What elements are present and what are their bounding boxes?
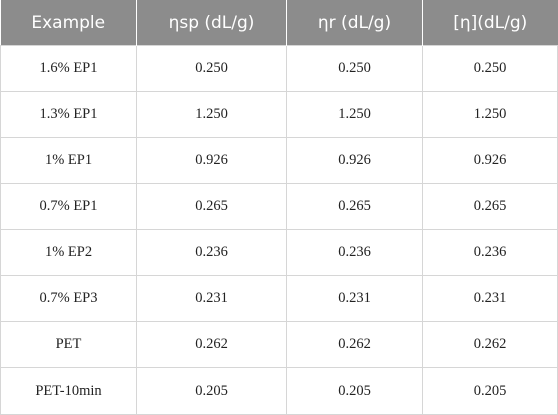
intrinsic-viscosity-cell: 0.236 — [422, 229, 558, 276]
intrinsic-viscosity-cell: 0.265 — [422, 183, 558, 230]
intrinsic-viscosity-cell: 0.231 — [422, 275, 558, 322]
table-row: PET-10min 0.205 0.205 0.205 — [0, 367, 558, 415]
example-cell: 1.6% EP1 — [0, 45, 137, 92]
intrinsic-viscosity-cell: 0.262 — [422, 321, 558, 368]
eta-r-cell: 1.250 — [286, 91, 423, 138]
intrinsic-viscosity-cell: 0.926 — [422, 137, 558, 184]
example-cell: 1% EP2 — [0, 229, 137, 276]
table-row: 1% EP1 0.926 0.926 0.926 — [0, 137, 558, 184]
table-header: Example ηsp (dL/g) ηr (dL/g) [η](dL/g) — [0, 0, 558, 46]
column-header-example: Example — [0, 0, 137, 46]
table-row: 1.3% EP1 1.250 1.250 1.250 — [0, 91, 558, 138]
eta-r-cell: 0.250 — [286, 45, 423, 92]
example-cell: 1.3% EP1 — [0, 91, 137, 138]
eta-r-cell: 0.236 — [286, 229, 423, 276]
table-row: 0.7% EP3 0.231 0.231 0.231 — [0, 275, 558, 322]
example-cell: PET — [0, 321, 137, 368]
table-body: 1.6% EP1 0.250 0.250 0.250 1.3% EP1 1.250 1.25… — [0, 45, 558, 415]
example-cell: 1% EP1 — [0, 137, 137, 184]
eta-sp-cell: 0.262 — [136, 321, 287, 368]
table-row: 1.6% EP1 0.250 0.250 0.250 — [0, 45, 558, 92]
table-row: PET 0.262 0.262 0.262 — [0, 321, 558, 368]
eta-r-cell: 0.926 — [286, 137, 423, 184]
eta-sp-cell: 0.926 — [136, 137, 287, 184]
table-row: 0.7% EP1 0.265 0.265 0.265 — [0, 183, 558, 230]
eta-sp-cell: 1.250 — [136, 91, 287, 138]
eta-sp-cell: 0.250 — [136, 45, 287, 92]
intrinsic-viscosity-cell: 1.250 — [422, 91, 558, 138]
eta-r-cell: 0.262 — [286, 321, 423, 368]
intrinsic-viscosity-cell: 0.250 — [422, 45, 558, 92]
example-cell: 0.7% EP3 — [0, 275, 137, 322]
header-row: Example ηsp (dL/g) ηr (dL/g) [η](dL/g) — [0, 0, 558, 46]
example-cell: 0.7% EP1 — [0, 183, 137, 230]
eta-sp-cell: 0.236 — [136, 229, 287, 276]
column-header-eta-r: ηr (dL/g) — [286, 0, 423, 46]
example-cell: PET-10min — [0, 367, 137, 415]
eta-sp-cell: 0.205 — [136, 367, 287, 415]
eta-r-cell: 0.231 — [286, 275, 423, 322]
column-header-intrinsic-viscosity: [η](dL/g) — [422, 0, 558, 46]
eta-sp-cell: 0.231 — [136, 275, 287, 322]
eta-sp-cell: 0.265 — [136, 183, 287, 230]
intrinsic-viscosity-cell: 0.205 — [422, 367, 558, 415]
column-header-eta-sp: ηsp (dL/g) — [136, 0, 287, 46]
eta-r-cell: 0.205 — [286, 367, 423, 415]
eta-r-cell: 0.265 — [286, 183, 423, 230]
table-row: 1% EP2 0.236 0.236 0.236 — [0, 229, 558, 276]
